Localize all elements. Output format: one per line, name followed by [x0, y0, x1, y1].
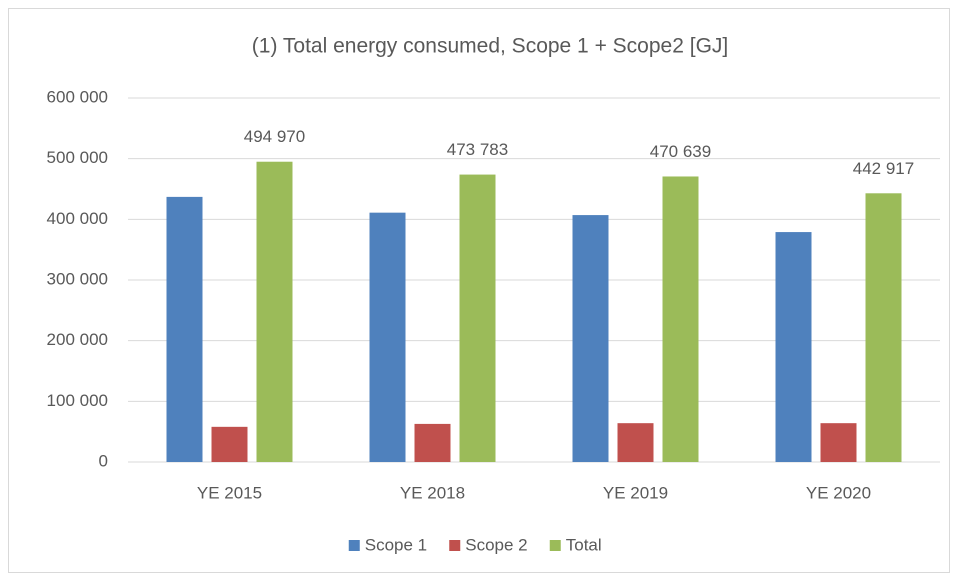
x-tick-label: YE 2015 — [197, 483, 262, 502]
y-tick-label: 600 000 — [47, 87, 108, 106]
bar — [414, 423, 451, 462]
bar — [775, 232, 812, 462]
legend-swatch — [348, 540, 360, 551]
x-tick-label: YE 2019 — [603, 483, 668, 502]
legend-swatch — [549, 540, 561, 551]
y-tick-label: 0 — [99, 451, 108, 470]
y-tick-label: 500 000 — [47, 148, 108, 167]
bar — [459, 174, 496, 462]
legend-swatch — [449, 540, 461, 551]
data-label: 442 917 — [853, 159, 914, 178]
y-tick-label: 200 000 — [47, 330, 108, 349]
bar — [369, 212, 406, 462]
x-tick-label: YE 2018 — [400, 483, 465, 502]
y-tick-label: 300 000 — [47, 269, 108, 288]
bar — [820, 423, 857, 462]
bar — [617, 423, 654, 462]
x-tick-label: YE 2020 — [806, 483, 871, 502]
bar — [256, 161, 293, 462]
legend-label: Total — [566, 535, 602, 554]
legend-label: Scope 1 — [365, 535, 427, 554]
data-label: 473 783 — [447, 140, 508, 159]
bar — [166, 196, 203, 463]
chart-title: (1) Total energy consumed, Scope 1 + Sco… — [252, 35, 728, 58]
data-label: 494 970 — [244, 127, 305, 146]
legend-label: Scope 2 — [465, 535, 527, 554]
bar — [211, 426, 248, 462]
y-tick-label: 400 000 — [47, 209, 108, 228]
bar — [865, 193, 902, 463]
y-tick-label: 100 000 — [47, 391, 108, 410]
bar — [662, 176, 699, 462]
bar — [572, 215, 609, 462]
data-label: 470 639 — [650, 142, 711, 161]
